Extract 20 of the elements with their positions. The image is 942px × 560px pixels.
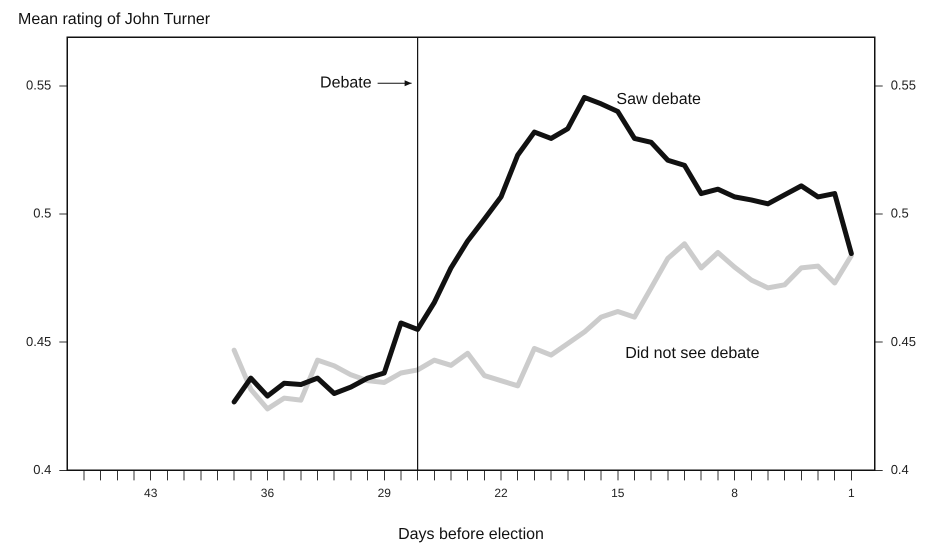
x-tick-label: 1: [848, 486, 855, 500]
y2-tick-label: 0.4: [890, 462, 909, 477]
x-tick-label: 22: [494, 486, 508, 500]
chart-title: Mean rating of John Turner: [18, 11, 211, 28]
x-axis-title: Days before election: [398, 526, 544, 543]
x-tick-label: 15: [611, 486, 625, 500]
y-tick-label: 0.55: [26, 77, 52, 92]
series-label: Did not see debate: [625, 345, 760, 362]
x-tick-label: 36: [260, 486, 274, 500]
x-tick-label: 8: [731, 486, 738, 500]
y2-tick-label: 0.5: [890, 206, 909, 221]
y-tick-label: 0.45: [26, 334, 52, 349]
x-tick-label: 43: [144, 486, 158, 500]
x-tick-label: 29: [378, 486, 392, 500]
ref-line-label: Debate: [320, 74, 372, 92]
y-tick-label: 0.4: [33, 462, 52, 477]
series-label: Saw debate: [616, 90, 702, 108]
y2-tick-label: 0.55: [890, 77, 916, 92]
y-tick-label: 0.5: [33, 206, 52, 221]
y2-tick-label: 0.45: [890, 334, 916, 349]
